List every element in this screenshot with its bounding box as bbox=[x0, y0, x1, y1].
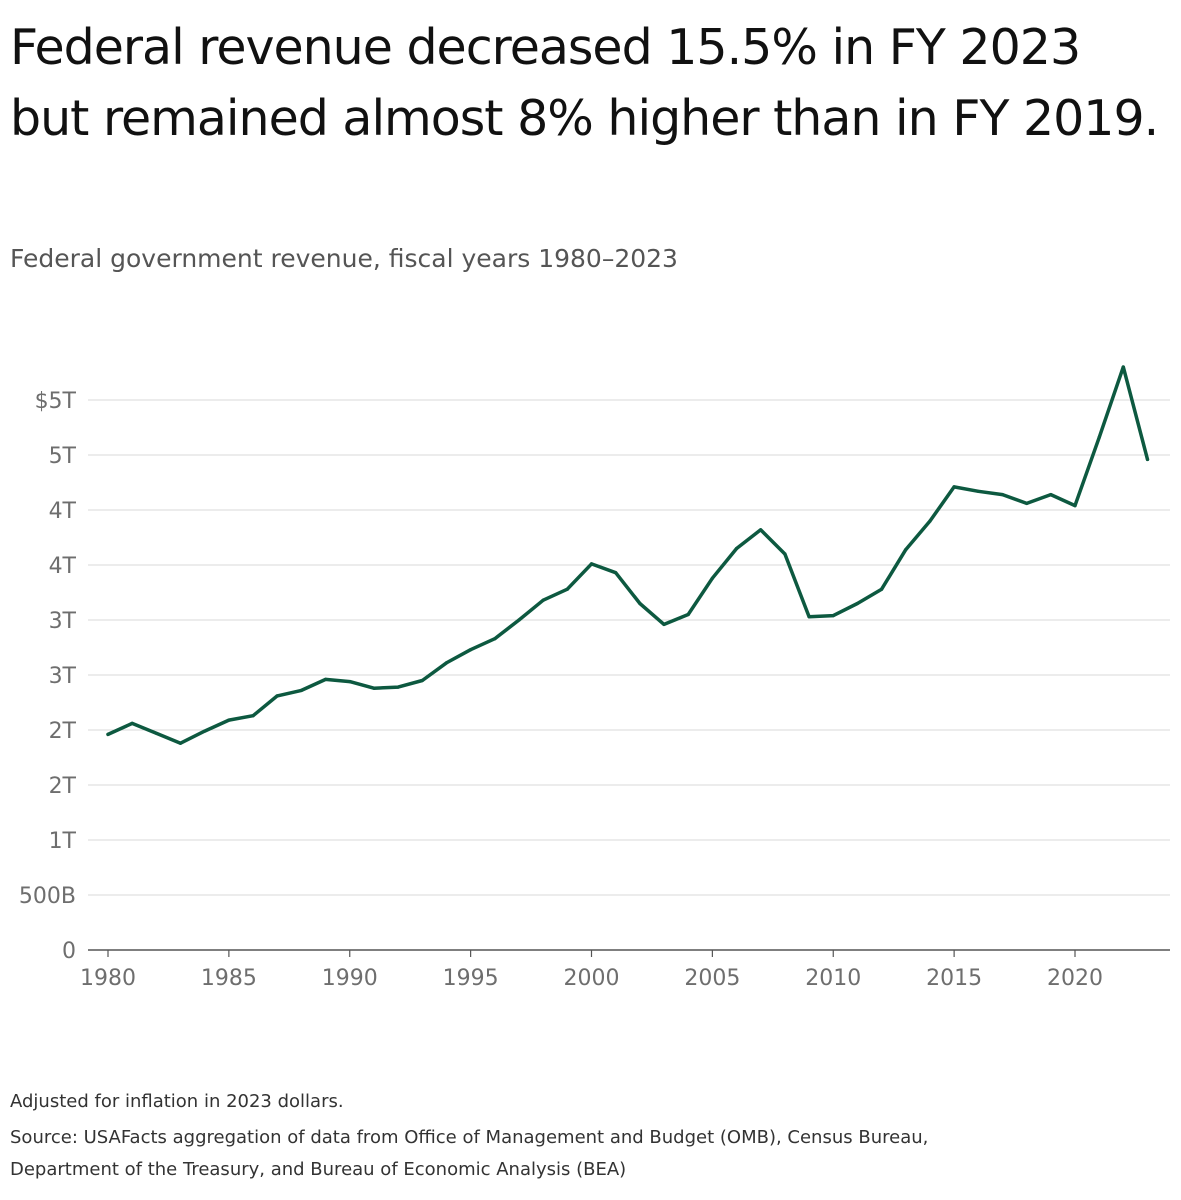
data-point-2018 bbox=[1025, 501, 1029, 505]
data-point-1984 bbox=[203, 729, 207, 733]
data-point-1992 bbox=[396, 685, 400, 689]
data-point-2013 bbox=[904, 548, 908, 552]
inflation-note: Adjusted for inflation in 2023 dollars. bbox=[10, 1091, 344, 1112]
y-tick-label-6: 3T bbox=[49, 609, 77, 634]
x-tick-label-8: 2020 bbox=[1047, 966, 1103, 991]
y-tick-label-10: $5T bbox=[35, 389, 77, 414]
chart-subtitle: Federal government revenue, fiscal years… bbox=[10, 244, 678, 273]
data-point-2008 bbox=[783, 552, 787, 556]
data-point-2002 bbox=[638, 601, 642, 606]
data-point-1981 bbox=[130, 721, 134, 725]
data-point-2012 bbox=[880, 587, 884, 591]
data-point-1983 bbox=[178, 741, 183, 745]
y-tick-label-9: 5T bbox=[49, 444, 77, 469]
x-axis-tick-labels: 1980 1985 1990 1995 2000 2005 2010 2015 2020 bbox=[80, 966, 1103, 991]
x-tick-label-2: 1990 bbox=[322, 966, 378, 991]
data-point-1995 bbox=[469, 648, 473, 652]
data-point-2007 bbox=[759, 528, 763, 532]
y-tick-label-2: 1T bbox=[49, 829, 77, 854]
data-point-1997 bbox=[517, 618, 521, 622]
data-point-1993 bbox=[420, 678, 424, 683]
data-point-2000 bbox=[589, 562, 594, 566]
data-point-1989 bbox=[324, 677, 328, 681]
data-point-2010 bbox=[831, 614, 835, 618]
x-tick-label-3: 1995 bbox=[443, 966, 499, 991]
x-tick-label-6: 2010 bbox=[805, 966, 861, 991]
data-point-1986 bbox=[251, 714, 255, 718]
x-tick-label-0: 1980 bbox=[80, 966, 136, 991]
source-line-1: Source: USAFacts aggregation of data fro… bbox=[10, 1127, 929, 1148]
y-tick-label-3: 2T bbox=[49, 774, 77, 799]
data-point-2020 bbox=[1073, 504, 1077, 508]
data-point-2017 bbox=[1000, 493, 1005, 497]
data-point-2004 bbox=[686, 612, 690, 617]
y-tick-label-7: 4T bbox=[49, 554, 77, 579]
data-point-2015 bbox=[952, 485, 956, 489]
y-tick-label-0: 0 bbox=[62, 939, 76, 964]
data-point-1994 bbox=[444, 661, 448, 665]
data-point-2005 bbox=[710, 576, 715, 580]
x-tick-label-4: 2000 bbox=[564, 966, 620, 991]
data-point-1990 bbox=[348, 680, 352, 684]
data-point-1988 bbox=[299, 688, 303, 692]
data-point-1998 bbox=[541, 598, 545, 602]
data-point-2023 bbox=[1145, 457, 1150, 461]
data-point-1987 bbox=[275, 694, 279, 698]
data-point-1996 bbox=[493, 637, 497, 641]
y-axis-tick-labels: 0 500B 1T 2T 2T 3T 3T 4T 4T 5T $5T bbox=[19, 389, 77, 964]
data-point-1985 bbox=[227, 718, 231, 722]
data-point-1991 bbox=[372, 686, 376, 690]
line-chart: 0 500B 1T 2T 2T 3T 3T 4T 4T 5T $5T 1980 1985 1990 199… bbox=[19, 365, 1170, 991]
x-tick-label-1: 1985 bbox=[201, 966, 257, 991]
data-point-2003 bbox=[662, 622, 666, 626]
y-tick-label-5: 3T bbox=[49, 664, 77, 689]
data-point-2006 bbox=[735, 546, 739, 551]
data-point-2019 bbox=[1049, 493, 1053, 497]
data-point-2016 bbox=[976, 489, 980, 493]
data-point-2021 bbox=[1097, 435, 1101, 439]
source-line-2: Department of the Treasury, and Bureau o… bbox=[10, 1159, 627, 1180]
data-point-2014 bbox=[928, 519, 932, 523]
y-tick-label-4: 2T bbox=[49, 719, 77, 744]
data-point-2011 bbox=[855, 601, 860, 606]
data-point-2001 bbox=[614, 571, 618, 575]
x-tick-label-7: 2015 bbox=[926, 966, 982, 991]
y-tick-label-1: 500B bbox=[19, 884, 76, 909]
data-point-2022 bbox=[1121, 365, 1125, 369]
y-tick-label-8: 4T bbox=[49, 499, 77, 524]
series-line-revenue bbox=[106, 365, 1150, 745]
series-group bbox=[106, 365, 1150, 745]
x-tick-label-5: 2005 bbox=[684, 966, 740, 991]
chart-title: Federal revenue decreased 15.5% in FY 20… bbox=[10, 19, 1159, 147]
data-point-1999 bbox=[565, 587, 569, 591]
data-point-1980 bbox=[106, 732, 110, 736]
data-point-2009 bbox=[807, 615, 811, 619]
gridlines bbox=[88, 399, 1170, 957]
data-point-1982 bbox=[154, 731, 158, 735]
